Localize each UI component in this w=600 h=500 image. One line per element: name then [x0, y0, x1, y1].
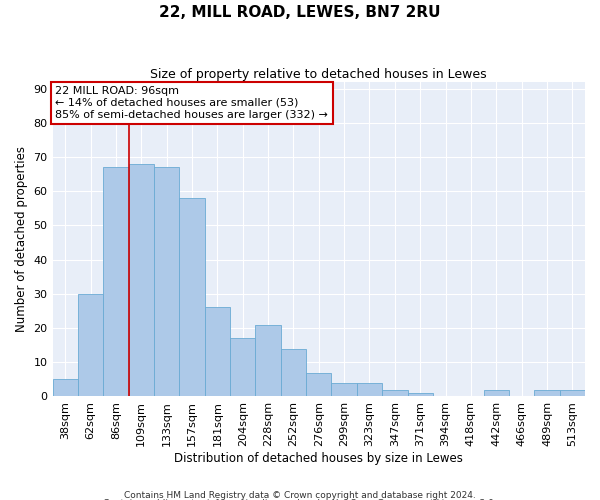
Bar — [230, 338, 256, 396]
Bar — [256, 324, 281, 396]
Bar — [407, 393, 433, 396]
Bar — [78, 294, 103, 396]
Bar — [560, 390, 585, 396]
Bar — [53, 380, 78, 396]
Bar — [331, 383, 357, 396]
Bar — [306, 372, 331, 396]
Text: Contains public sector information licensed under the Open Government Licence v3: Contains public sector information licen… — [103, 499, 497, 500]
Bar — [154, 167, 179, 396]
Text: Contains HM Land Registry data © Crown copyright and database right 2024.: Contains HM Land Registry data © Crown c… — [124, 490, 476, 500]
Bar — [281, 348, 306, 397]
Bar — [103, 167, 128, 396]
Bar — [534, 390, 560, 396]
Bar — [179, 198, 205, 396]
X-axis label: Distribution of detached houses by size in Lewes: Distribution of detached houses by size … — [175, 452, 463, 465]
Text: 22, MILL ROAD, LEWES, BN7 2RU: 22, MILL ROAD, LEWES, BN7 2RU — [159, 5, 441, 20]
Bar — [128, 164, 154, 396]
Text: 22 MILL ROAD: 96sqm
← 14% of detached houses are smaller (53)
85% of semi-detach: 22 MILL ROAD: 96sqm ← 14% of detached ho… — [55, 86, 328, 120]
Y-axis label: Number of detached properties: Number of detached properties — [15, 146, 28, 332]
Title: Size of property relative to detached houses in Lewes: Size of property relative to detached ho… — [151, 68, 487, 80]
Bar — [382, 390, 407, 396]
Bar — [357, 383, 382, 396]
Bar — [205, 308, 230, 396]
Bar — [484, 390, 509, 396]
